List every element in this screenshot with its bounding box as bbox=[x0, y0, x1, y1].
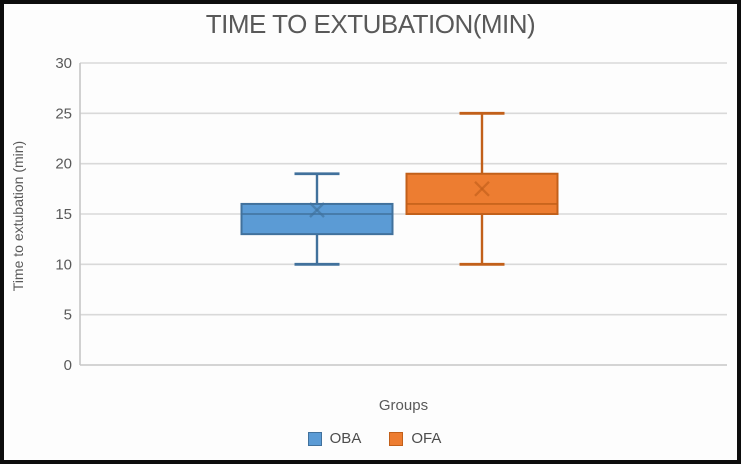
legend-swatch-OBA bbox=[307, 431, 322, 446]
legend-item-OBA: OBA bbox=[307, 430, 362, 447]
legend-item-OFA: OFA bbox=[389, 430, 441, 447]
x-axis-label: Groups bbox=[378, 397, 429, 414]
y-tick-label: 5 bbox=[64, 307, 72, 324]
plot-area: 0 5 10 15 20 25 30 bbox=[55, 55, 727, 374]
legend: OBA OFA bbox=[4, 430, 737, 447]
y-tick-label: 10 bbox=[55, 256, 72, 273]
mean-marker-OFA bbox=[474, 180, 490, 197]
y-tick-label: 30 bbox=[55, 55, 72, 72]
y-tick-label: 20 bbox=[55, 156, 72, 173]
chart-title: TIME TO EXTUBATION(MIN) bbox=[205, 9, 536, 39]
y-tick-label: 25 bbox=[55, 105, 72, 122]
y-tick-label: 15 bbox=[55, 206, 72, 223]
legend-swatch-OFA bbox=[389, 431, 404, 446]
box-OFA bbox=[405, 172, 559, 216]
mean-marker-OBA bbox=[309, 202, 325, 218]
legend-label: OBA bbox=[329, 430, 362, 447]
y-tick-label: 0 bbox=[64, 357, 72, 374]
legend-label: OFA bbox=[411, 430, 442, 447]
